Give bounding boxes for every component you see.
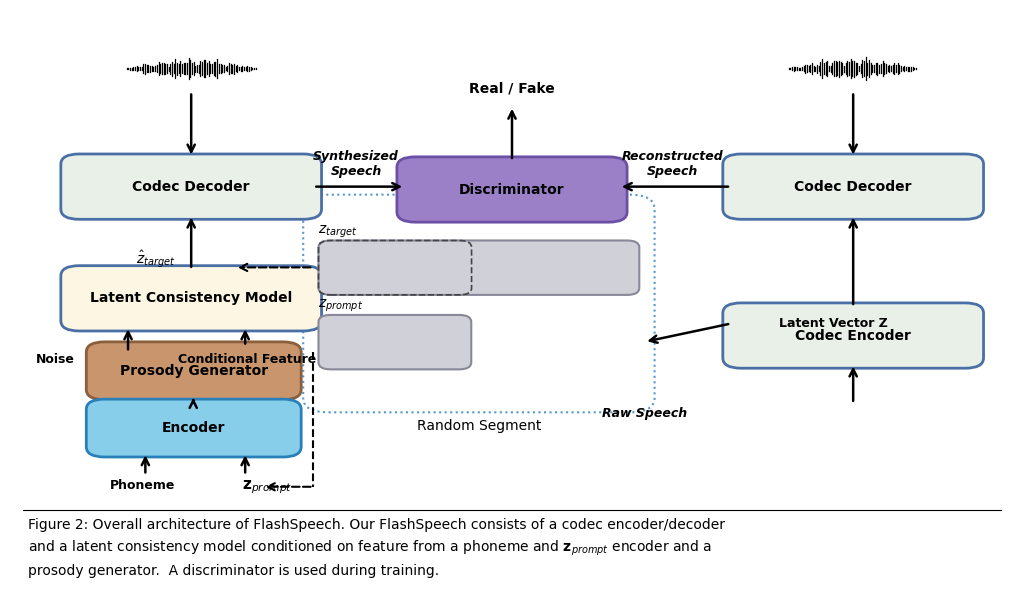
Text: Reconstructed
Speech: Reconstructed Speech — [622, 150, 724, 178]
Text: Prosody Generator: Prosody Generator — [120, 364, 268, 378]
FancyBboxPatch shape — [86, 399, 301, 457]
Text: Discriminator: Discriminator — [459, 182, 565, 197]
Text: Real / Fake: Real / Fake — [469, 82, 555, 96]
Text: $\hat{z}_{target}$: $\hat{z}_{target}$ — [136, 249, 176, 270]
FancyBboxPatch shape — [723, 154, 983, 219]
Text: Conditional Feature: Conditional Feature — [178, 353, 316, 365]
Text: Codec Decoder: Codec Decoder — [795, 179, 912, 194]
Text: $z_{target}$: $z_{target}$ — [318, 224, 357, 240]
Text: Raw Speech: Raw Speech — [602, 407, 687, 420]
Text: Synthesized
Speech: Synthesized Speech — [313, 150, 399, 178]
Text: $\mathbf{z}_{prompt}$: $\mathbf{z}_{prompt}$ — [243, 478, 293, 496]
FancyBboxPatch shape — [723, 303, 983, 368]
FancyBboxPatch shape — [397, 157, 627, 222]
Text: Codec Decoder: Codec Decoder — [132, 179, 250, 194]
Text: Random Segment: Random Segment — [417, 419, 541, 433]
Text: Figure 2: Overall architecture of FlashSpeech. Our FlashSpeech consists of a cod: Figure 2: Overall architecture of FlashS… — [29, 518, 725, 578]
FancyBboxPatch shape — [60, 266, 322, 331]
Text: $z_{prompt}$: $z_{prompt}$ — [318, 298, 364, 314]
FancyBboxPatch shape — [318, 240, 639, 295]
Text: Phoneme: Phoneme — [110, 478, 175, 491]
FancyBboxPatch shape — [60, 154, 322, 219]
Text: Noise: Noise — [36, 353, 75, 365]
Text: Latent Vector Z: Latent Vector Z — [779, 317, 888, 330]
FancyBboxPatch shape — [86, 342, 301, 400]
Text: Encoder: Encoder — [162, 421, 225, 435]
Text: Latent Consistency Model: Latent Consistency Model — [90, 291, 292, 305]
Text: Codec Encoder: Codec Encoder — [796, 329, 911, 343]
FancyBboxPatch shape — [318, 315, 471, 369]
